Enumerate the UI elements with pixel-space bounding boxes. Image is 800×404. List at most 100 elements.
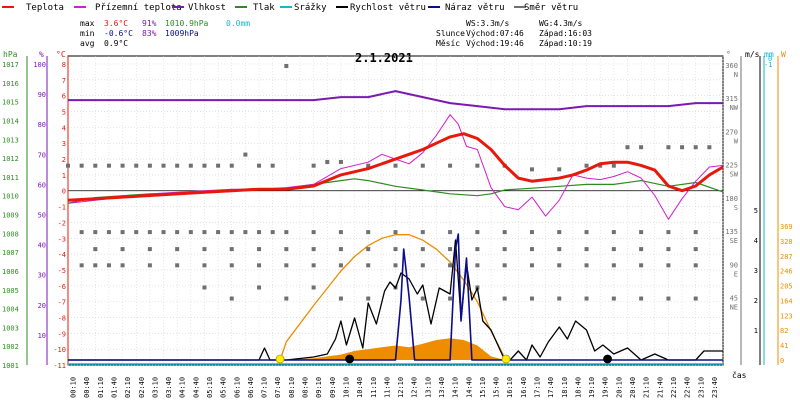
- direction-tick-label: 135: [725, 228, 738, 236]
- time-tick-label: 09:40: [329, 377, 337, 398]
- direction-tick-label: 90: [730, 261, 738, 269]
- stats-avg-temp: 0.9°C: [104, 39, 128, 48]
- wind-direction-dot: [93, 247, 98, 252]
- time-tick-label: 19:40: [602, 377, 610, 398]
- time-tick-label: 19:10: [588, 377, 596, 398]
- wind-direction-dot: [202, 163, 207, 168]
- wind-direction-dot: [393, 230, 398, 235]
- stats-min-humidity: 83%: [142, 29, 157, 38]
- humidity-tick-label: 80: [38, 121, 46, 129]
- wind-direction-dot: [584, 163, 589, 168]
- wind-direction-dot: [161, 163, 166, 168]
- wind-direction-dot: [106, 230, 111, 235]
- moonrise-marker: [603, 354, 612, 364]
- time-tick-label: 02:40: [138, 377, 146, 398]
- wind-direction-dot: [393, 247, 398, 252]
- unit-degc: °C: [56, 50, 66, 59]
- wind-direction-dot: [202, 230, 207, 235]
- wind-direction-dot: [311, 163, 316, 168]
- wind-direction-dot: [707, 145, 712, 150]
- wind-direction-dot: [338, 230, 343, 235]
- stats-max-temp: 3.6°C: [104, 19, 128, 28]
- pressure-tick-label: 1011: [2, 174, 19, 182]
- wind-direction-dot: [557, 296, 562, 301]
- time-tick-label: 13:40: [438, 377, 446, 398]
- humidity-tick-label: 30: [38, 272, 46, 280]
- wind-direction-dot: [693, 296, 698, 301]
- humidity-tick-label: 20: [38, 302, 46, 310]
- wind-direction-dot: [311, 263, 316, 268]
- wind-direction-dot: [584, 230, 589, 235]
- humidity-tick-label: 90: [38, 91, 46, 99]
- info-sun-label: Slunce: [436, 29, 465, 38]
- wind-direction-dot: [639, 230, 644, 235]
- wind-direction-dot: [366, 163, 371, 168]
- wind-direction-dot: [584, 263, 589, 268]
- wind-direction-dot: [147, 230, 152, 235]
- time-tick-label: 20:10: [615, 377, 623, 398]
- time-tick-label: 11:40: [383, 377, 391, 398]
- time-tick-label: 03:40: [165, 377, 173, 398]
- wind-direction-dot: [284, 230, 289, 235]
- wind-direction-dot: [120, 163, 125, 168]
- solar-tick-label: 123: [780, 312, 793, 320]
- pressure-tick-label: 1017: [2, 61, 19, 69]
- wind-direction-dot: [448, 230, 453, 235]
- wind-direction-dot: [257, 285, 262, 290]
- temp-tick-label: -6: [58, 283, 66, 291]
- time-tick-label: 14:40: [465, 377, 473, 398]
- direction-tick-label: 270: [725, 128, 738, 136]
- wind-direction-dot: [529, 230, 534, 235]
- time-tick-label: 03:10: [151, 377, 159, 398]
- solar-tick-label: 328: [780, 238, 793, 246]
- wind-tick-label: 2: [754, 297, 758, 305]
- wind-direction-dot: [257, 263, 262, 268]
- pressure-tick-label: 1015: [2, 99, 19, 107]
- wind-direction-dot: [120, 247, 125, 252]
- info-moon-set: Západ:10:19: [539, 39, 592, 48]
- wind-direction-dot: [311, 230, 316, 235]
- unit-hpa: hPa: [3, 50, 18, 59]
- wind-direction-dot: [311, 285, 316, 290]
- wind-direction-dot: [284, 263, 289, 268]
- stats-max-rain: 0.0mm: [226, 19, 250, 28]
- wind-direction-dot: [79, 163, 84, 168]
- time-tick-label: 17:10: [534, 377, 542, 398]
- wind-direction-dot: [338, 247, 343, 252]
- wind-direction-dot: [229, 247, 234, 252]
- time-tick-label: 17:40: [547, 377, 555, 398]
- temp-tick-label: -8: [58, 314, 66, 322]
- wind-direction-dot: [639, 296, 644, 301]
- wind-direction-dot: [598, 163, 603, 168]
- wind-direction-dot: [311, 247, 316, 252]
- direction-tick-label: 360: [725, 62, 738, 70]
- wind-direction-dot: [270, 230, 275, 235]
- time-tick-label: 09:10: [315, 377, 323, 398]
- time-tick-label: 12:40: [411, 377, 419, 398]
- wind-direction-dot: [420, 296, 425, 301]
- direction-tick-letter: W: [734, 137, 739, 145]
- unit-mm: mm: [764, 50, 774, 59]
- info-block: WS:3.3m/s WG:4.3m/s Slunce Východ:07:46 …: [436, 19, 592, 48]
- time-tick-label: 20:40: [629, 377, 637, 398]
- wind-direction-dot: [243, 230, 248, 235]
- wind-direction-dot: [529, 263, 534, 268]
- humidity-tick-label: 100: [33, 61, 46, 69]
- wind-direction-dot: [557, 167, 562, 172]
- legend-label-rychlost-vetru: Rychlost větru: [350, 3, 426, 13]
- wind-direction-dot: [475, 230, 480, 235]
- temp-tick-label: -7: [58, 299, 66, 307]
- time-tick-label: 06:10: [233, 377, 241, 398]
- time-tick-label: 00:40: [83, 377, 91, 398]
- sunset-marker: [501, 354, 511, 364]
- pressure-tick-label: 1010: [2, 193, 19, 201]
- wind-direction-dot: [106, 163, 111, 168]
- wind-direction-dot: [366, 296, 371, 301]
- time-tick-label: 18:10: [561, 377, 569, 398]
- solar-tick-label: 0: [780, 357, 784, 365]
- temp-tick-label: 2: [62, 156, 66, 164]
- wind-tick-label: 3: [754, 267, 758, 275]
- temp-tick-label: -9: [58, 330, 66, 338]
- wind-direction-dot: [529, 167, 534, 172]
- pressure-tick-label: 1006: [2, 268, 19, 276]
